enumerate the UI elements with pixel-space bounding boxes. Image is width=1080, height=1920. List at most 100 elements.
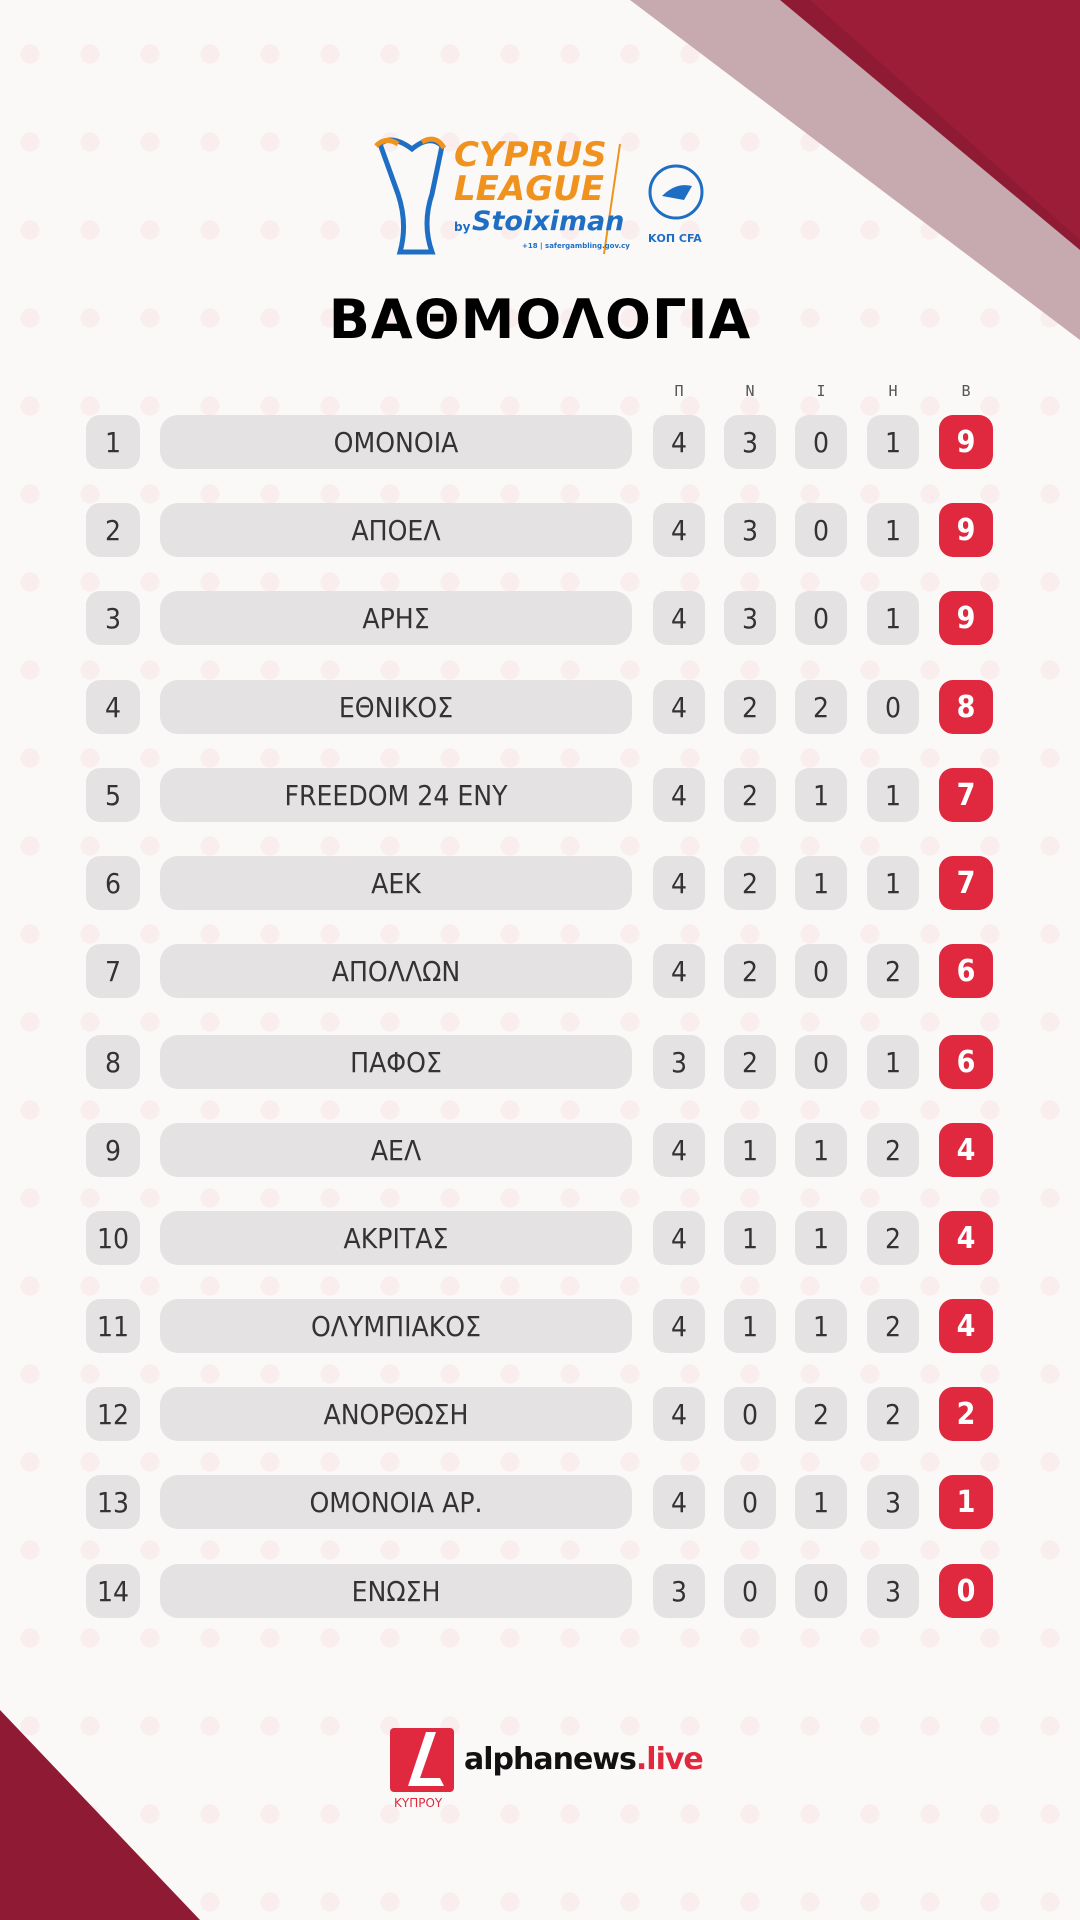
wins-cell: 2 [724,1035,776,1089]
table-row: 13 ΟΜΟΝΟΙΑ ΑΡ. 4 0 1 3 1 [0,1475,1080,1529]
sponsor-name: Stoiximan [472,206,625,237]
federation-label: ΚΟΠ CFA [648,232,702,245]
brand-suffix: .live [635,1742,704,1777]
team-name-cell: ΑΚΡΙΤΑΣ [160,1211,632,1265]
played-cell: 4 [653,415,705,469]
played-cell: 4 [653,1299,705,1353]
wins-cell: 3 [724,415,776,469]
losses-cell: 2 [867,1123,919,1177]
table-row: 14 ΕΝΩΣΗ 3 0 0 3 0 [0,1564,1080,1618]
points-cell: 2 [939,1387,993,1441]
position-cell: 5 [86,768,140,822]
points-cell: 0 [939,1564,993,1618]
team-name-cell: ΑΕΚ [160,856,632,910]
table-row: 11 ΟΛΥΜΠΙΑΚΟΣ 4 1 1 2 4 [0,1299,1080,1353]
points-cell: 7 [939,768,993,822]
played-cell: 4 [653,1123,705,1177]
losses-cell: 2 [867,1299,919,1353]
position-cell: 7 [86,944,140,998]
played-cell: 4 [653,944,705,998]
wins-cell: 0 [724,1387,776,1441]
draws-cell: 0 [795,1035,847,1089]
wins-cell: 1 [724,1211,776,1265]
losses-cell: 1 [867,503,919,557]
losses-cell: 1 [867,591,919,645]
table-row: 10 ΑΚΡΙΤΑΣ 4 1 1 2 4 [0,1211,1080,1265]
losses-cell: 1 [867,1035,919,1089]
played-cell: 4 [653,503,705,557]
losses-cell: 1 [867,768,919,822]
position-cell: 9 [86,1123,140,1177]
draws-cell: 1 [795,1123,847,1177]
team-name-cell: ΑΡΗΣ [160,591,632,645]
team-name-cell: ΑΝΟΡΘΩΣΗ [160,1387,632,1441]
team-name-cell: ΠΑΦΟΣ [160,1035,632,1089]
team-name-cell: ΑΕΛ [160,1123,632,1177]
team-name-cell: ΑΠΟΕΛ [160,503,632,557]
brand-text: alphanews [464,1742,637,1777]
team-name-cell: ΟΛΥΜΠΙΑΚΟΣ [160,1299,632,1353]
position-cell: 2 [86,503,140,557]
alphanews-logo: ΚΥΠΡΟΥ alphanews.live [388,1728,708,1828]
draws-cell: 0 [795,415,847,469]
table-row: 1 ΟΜΟΝΟΙΑ 4 3 0 1 9 [0,415,1080,469]
alpha-logo-icon [390,1728,454,1792]
page-title: ΒΑΘΜΟΛΟΓΙΑ [328,288,752,351]
draws-cell: 1 [795,856,847,910]
position-cell: 6 [86,856,140,910]
table-row: 12 ΑΝΟΡΘΩΣΗ 4 0 2 2 2 [0,1387,1080,1441]
table-row: 6 ΑΕΚ 4 2 1 1 7 [0,856,1080,910]
wins-cell: 0 [724,1475,776,1529]
position-cell: 1 [86,415,140,469]
points-cell: 8 [939,680,993,734]
table-row: 4 ΕΘΝΙΚΟΣ 4 2 2 0 8 [0,680,1080,734]
played-cell: 4 [653,591,705,645]
col-header-played: Π [674,382,684,400]
team-name-cell: ΕΘΝΙΚΟΣ [160,680,632,734]
points-cell: 7 [939,856,993,910]
draws-cell: 0 [795,944,847,998]
league-name-line2: LEAGUE [454,169,604,209]
wins-cell: 0 [724,1564,776,1618]
played-cell: 4 [653,768,705,822]
col-header-points: Β [961,382,971,400]
played-cell: 4 [653,1387,705,1441]
position-cell: 13 [86,1475,140,1529]
played-cell: 3 [653,1035,705,1089]
losses-cell: 2 [867,944,919,998]
points-cell: 6 [939,1035,993,1089]
table-row: 5 FREEDOM 24 ΕΝΥ 4 2 1 1 7 [0,768,1080,822]
points-cell: 1 [939,1475,993,1529]
position-cell: 4 [86,680,140,734]
draws-cell: 0 [795,591,847,645]
played-cell: 4 [653,1475,705,1529]
team-name-cell: ΑΠΟΛΛΩΝ [160,944,632,998]
position-cell: 3 [86,591,140,645]
points-cell: 4 [939,1123,993,1177]
team-name-cell: ΟΜΟΝΟΙΑ ΑΡ. [160,1475,632,1529]
wins-cell: 3 [724,591,776,645]
team-name-cell: ΟΜΟΝΟΙΑ [160,415,632,469]
league-name-line1: CYPRUS [454,135,607,175]
draws-cell: 1 [795,1475,847,1529]
points-cell: 4 [939,1299,993,1353]
points-cell: 9 [939,503,993,557]
losses-cell: 1 [867,415,919,469]
draws-cell: 0 [795,1564,847,1618]
draws-cell: 0 [795,503,847,557]
losses-cell: 2 [867,1211,919,1265]
table-row: 9 ΑΕΛ 4 1 1 2 4 [0,1123,1080,1177]
position-cell: 12 [86,1387,140,1441]
table-row: 2 ΑΠΟΕΛ 4 3 0 1 9 [0,503,1080,557]
trophy-icon [374,136,704,255]
table-row: 7 ΑΠΟΛΛΩΝ 4 2 0 2 6 [0,944,1080,998]
wins-cell: 1 [724,1123,776,1177]
team-name-cell: FREEDOM 24 ΕΝΥ [160,768,632,822]
points-cell: 6 [939,944,993,998]
position-cell: 11 [86,1299,140,1353]
region-label: ΚΥΠΡΟΥ [394,1796,443,1810]
wins-cell: 2 [724,768,776,822]
played-cell: 4 [653,1211,705,1265]
wins-cell: 2 [724,944,776,998]
sponsor-by: by [454,220,471,234]
